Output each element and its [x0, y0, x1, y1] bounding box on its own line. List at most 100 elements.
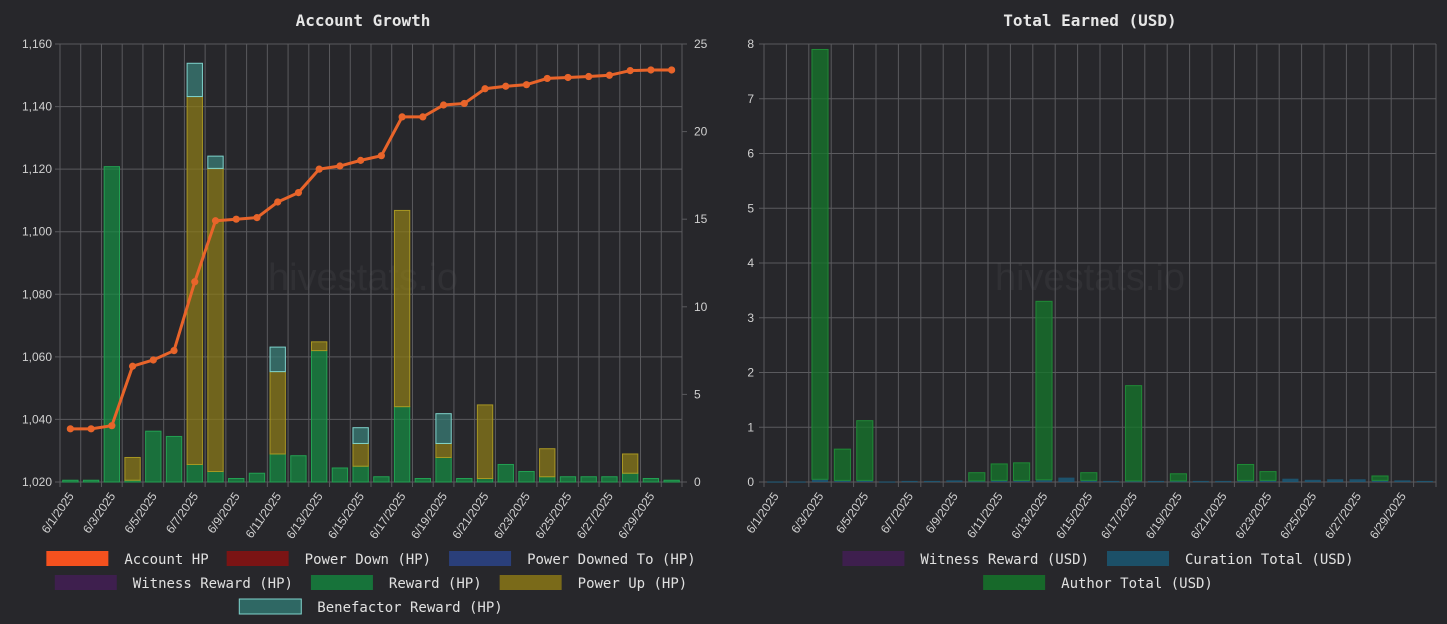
- y-tick-label: 5: [747, 201, 754, 215]
- y-right-tick-label: 0: [694, 475, 701, 489]
- reward-bar: [82, 479, 100, 483]
- y-left-tick-label: 1,060: [22, 350, 52, 364]
- x-tick-label: 6/13/2025: [284, 489, 326, 541]
- x-tick-label: 6/21/2025: [1188, 489, 1230, 541]
- legend-swatch: [1107, 551, 1169, 566]
- account-hp-point: [128, 362, 137, 370]
- y-right-tick-label: 15: [694, 212, 708, 226]
- account-hp-point: [315, 165, 323, 173]
- chart-title: Account Growth: [296, 11, 431, 30]
- x-tick-label: 6/19/2025: [1143, 489, 1185, 541]
- reward-bar: [310, 350, 328, 483]
- curation-bar: [991, 480, 1008, 482]
- author-bar: [1013, 462, 1031, 481]
- legend-swatch: [238, 598, 302, 615]
- x-tick-label: 6/9/2025: [923, 489, 961, 536]
- power-up-bar: [393, 209, 411, 408]
- author-bar: [990, 463, 1008, 481]
- account-hp-point: [211, 217, 220, 225]
- reward-bar: [601, 476, 618, 483]
- x-tick-label: 6/5/2025: [833, 489, 871, 536]
- reward-bar: [414, 477, 432, 483]
- reward-bar: [393, 406, 411, 483]
- reward-bar: [290, 455, 307, 483]
- account-hp-point: [419, 113, 427, 121]
- account-hp-point: [668, 66, 676, 74]
- account-hp-point: [398, 113, 406, 121]
- curation-bar: [1170, 480, 1187, 483]
- account-hp-point: [357, 156, 365, 164]
- curation-bar: [1237, 480, 1254, 482]
- y-tick-label: 3: [747, 311, 754, 325]
- legend-label: Benefactor Reward (HP): [317, 600, 502, 616]
- x-tick-label: 6/17/2025: [1098, 489, 1140, 541]
- account-hp-point: [377, 152, 385, 160]
- reward-bar: [456, 477, 473, 483]
- legend-label: Witness Reward (USD): [920, 552, 1089, 568]
- curation-bar: [1282, 478, 1299, 482]
- reward-bar: [476, 477, 494, 483]
- x-tick-label: 6/11/2025: [243, 489, 285, 540]
- benefactor-bar: [207, 155, 224, 169]
- legend-swatch: [226, 551, 289, 566]
- account-hp-point: [605, 71, 614, 79]
- curation-bar: [1327, 479, 1344, 482]
- curation-bar: [1371, 480, 1389, 482]
- curation-bar: [946, 480, 963, 482]
- reward-bar: [331, 467, 349, 483]
- account-hp-point: [481, 85, 489, 93]
- x-tick-label: 6/27/2025: [1322, 489, 1364, 541]
- account-hp-point: [460, 99, 468, 108]
- legend-swatch: [449, 551, 512, 566]
- reward-bar: [497, 463, 514, 483]
- benefactor-bar: [186, 62, 203, 98]
- author-bar: [1080, 472, 1098, 481]
- account-hp-point: [253, 214, 261, 222]
- author-bar: [1371, 475, 1389, 481]
- x-tick-label: 6/7/2025: [163, 489, 201, 536]
- y-left-tick-label: 1,120: [22, 162, 52, 176]
- account-hp-point: [647, 66, 655, 74]
- x-tick-label: 6/15/2025: [1053, 489, 1095, 541]
- account-hp-point: [626, 66, 634, 75]
- reward-bar: [559, 476, 577, 483]
- author-bar: [856, 420, 874, 481]
- curation-bar: [1125, 480, 1142, 483]
- reward-bar: [373, 476, 390, 483]
- power-up-bar: [352, 442, 369, 467]
- benefactor-bar: [435, 413, 452, 444]
- y-right-tick-label: 10: [694, 300, 708, 314]
- curation-bar: [1349, 479, 1366, 482]
- x-tick-label: 6/11/2025: [964, 489, 1006, 540]
- y-tick-label: 8: [747, 37, 754, 51]
- author-bar: [1035, 300, 1053, 481]
- account-hp-point: [294, 189, 303, 197]
- curation-bar: [1192, 480, 1209, 483]
- reward-bar: [207, 470, 224, 483]
- reward-bar: [621, 472, 639, 483]
- power-up-bar: [621, 453, 639, 474]
- x-tick-label: 6/1/2025: [743, 489, 781, 536]
- curation-bar: [1394, 480, 1411, 482]
- reward-bar: [186, 463, 203, 483]
- y-tick-label: 4: [747, 256, 754, 270]
- y-left-tick-label: 1,160: [22, 37, 52, 51]
- author-bar: [811, 48, 829, 480]
- legend-swatch: [46, 551, 109, 566]
- author-bar: [968, 472, 986, 482]
- account-hp-point: [232, 215, 240, 223]
- y-left-tick-label: 1,020: [22, 475, 52, 489]
- x-tick-label: 6/5/2025: [121, 489, 159, 536]
- author-bar: [1125, 385, 1143, 482]
- curation-bar: [1215, 480, 1232, 483]
- curation-bar: [1147, 480, 1165, 483]
- y-left-tick-label: 1,100: [22, 225, 52, 239]
- legend-label: Power Down (HP): [305, 552, 431, 568]
- reward-bar: [663, 479, 680, 483]
- curation-bar: [1304, 479, 1321, 482]
- x-tick-label: 6/3/2025: [788, 489, 826, 536]
- reward-bar: [580, 476, 597, 483]
- account-hp-point: [502, 82, 510, 90]
- x-tick-label: 6/25/2025: [1277, 489, 1319, 541]
- account-hp-point: [522, 81, 531, 89]
